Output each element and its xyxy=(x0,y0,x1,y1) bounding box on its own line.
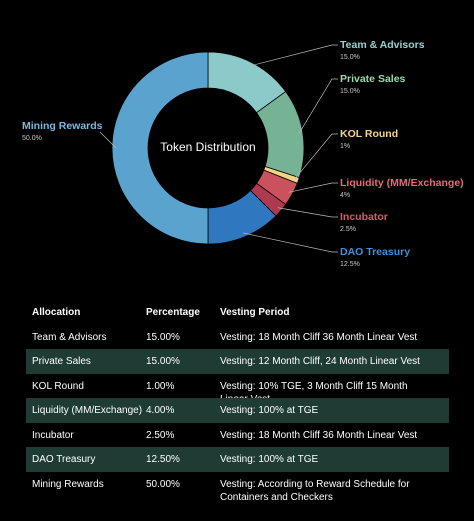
table-row: Liquidity (MM/Exchange) 4.00% Vesting: 100… xyxy=(26,398,449,423)
chart-title: Token Distribution xyxy=(160,140,255,154)
value-label: 15.0% xyxy=(340,54,360,61)
legend-label: Private Sales xyxy=(340,73,406,85)
value-label: 12.5% xyxy=(340,261,360,268)
header-cell: Percentage xyxy=(146,307,200,318)
leader-line xyxy=(277,207,338,218)
table-cell: Private Sales xyxy=(32,356,91,367)
header-cell: Vesting Period xyxy=(220,307,290,318)
leader-line xyxy=(243,232,338,253)
leader-line xyxy=(249,44,338,67)
value-label: 1% xyxy=(340,143,350,150)
legend-label: Mining Rewards xyxy=(22,120,103,132)
chart: Token Distribution Team & Advisors 15.0% P… xyxy=(22,39,464,268)
table-cell: 50.00% xyxy=(146,478,180,490)
table-cell: 2.50% xyxy=(146,429,175,441)
leader-line xyxy=(99,131,117,149)
table-cell: Vesting: 18 Month Cliff 36 Month Linear … xyxy=(220,331,418,343)
legend-label: Team & Advisors xyxy=(340,39,425,51)
allocation-table: Allocation Percentage Vesting Period Team &… xyxy=(26,300,449,503)
table-cell: 15.00% xyxy=(146,356,180,367)
value-label: 50.0% xyxy=(22,135,42,142)
value-label: 2.5% xyxy=(340,226,356,233)
table-row: Incubator 2.50% Vesting: 18 Month Cliff 36… xyxy=(26,423,449,448)
table-cell: Incubator xyxy=(32,429,74,441)
legend-label: Liquidity (MM/Exchange) xyxy=(340,177,464,189)
table-cell: Vesting: 12 Month Cliff, 24 Month Linear… xyxy=(220,356,420,367)
table-cell: DAO Treasury xyxy=(32,454,96,465)
donut-segment xyxy=(111,51,209,245)
table-cell: 4.00% xyxy=(146,405,175,416)
table-cell: Vesting: 100% at TGE xyxy=(220,454,319,465)
leader-line xyxy=(294,133,338,180)
leader-line xyxy=(298,78,338,134)
table-cell: 1.00% xyxy=(146,380,175,392)
leader-line xyxy=(288,182,338,193)
table-cell: Mining Rewards xyxy=(32,478,104,490)
table-cell: Vesting: 100% at TGE xyxy=(220,405,319,416)
table-cell: Vesting: According to Reward Schedule fo… xyxy=(220,478,410,503)
table-cell: 12.50% xyxy=(146,454,180,465)
table-cell: Vesting: 18 Month Cliff 36 Month Linear … xyxy=(220,429,418,441)
value-label: 4% xyxy=(340,192,350,199)
table-header: Allocation Percentage Vesting Period xyxy=(26,300,449,325)
table-row: Team & Advisors 15.00% Vesting: 18 Month C… xyxy=(26,325,449,350)
table-cell: Liquidity (MM/Exchange) xyxy=(32,405,143,416)
table-cell: KOL Round xyxy=(32,380,84,392)
value-label: 15.0% xyxy=(340,88,360,95)
table-row: KOL Round 1.00% Vesting: 10% TGE, 3 Month … xyxy=(26,374,449,405)
legend-label: DAO Treasury xyxy=(340,246,410,258)
header-cell: Allocation xyxy=(32,307,81,318)
legend-label: KOL Round xyxy=(340,128,398,140)
table-row: DAO Treasury 12.50% Vesting: 100% at TGE xyxy=(26,447,449,472)
legend-label: Incubator xyxy=(340,211,388,223)
table-row: Mining Rewards 50.00% Vesting: According t… xyxy=(26,472,449,503)
table-cell: Team & Advisors xyxy=(32,331,107,343)
table-row: Private Sales 15.00% Vesting: 12 Month Cli… xyxy=(26,349,449,374)
table-cell: 15.00% xyxy=(146,331,180,343)
